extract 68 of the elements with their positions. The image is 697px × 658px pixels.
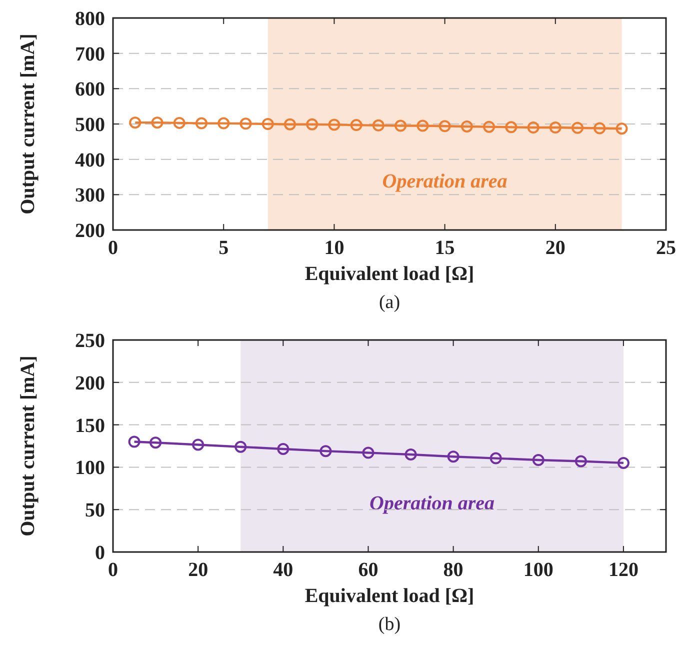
point (284, 118, 296, 130)
point (574, 455, 587, 468)
x-tick-label: 20 (545, 237, 566, 259)
y-tick-label: 50 (85, 500, 105, 522)
point (572, 122, 584, 134)
y-tick-label: 150 (75, 414, 105, 437)
point (594, 122, 606, 134)
point (151, 116, 164, 129)
x-axis-title: Equivalent load [Ω] (304, 585, 474, 607)
y-tick-label: 800 (75, 8, 105, 30)
x-tick-label: 15 (434, 237, 455, 259)
y-tick-label: 0 (95, 542, 105, 564)
point (173, 116, 186, 129)
text: (a) (378, 292, 400, 313)
point (532, 454, 544, 466)
point (218, 117, 230, 130)
point (460, 120, 473, 132)
x-tick-label: 25 (656, 237, 676, 259)
point (490, 452, 502, 464)
x-axis-title: Equivalent load [Ω] (304, 263, 474, 285)
point (616, 122, 628, 135)
x-tick-label: 120 (608, 559, 638, 581)
y-axis-title: Output current [mA] (17, 34, 39, 214)
point (483, 120, 496, 133)
point (438, 120, 451, 132)
y-tick-label: 600 (75, 78, 105, 101)
point (617, 456, 630, 469)
point (240, 118, 252, 130)
x-tick-label: 5 (218, 237, 229, 259)
point (328, 118, 340, 131)
point (277, 442, 290, 455)
band-label: Operation area (382, 170, 508, 193)
point (447, 450, 460, 463)
point (129, 116, 142, 129)
point (320, 445, 332, 458)
point (306, 118, 318, 130)
y-tick-label: 700 (75, 43, 105, 66)
x-tick-label: 60 (358, 559, 378, 581)
point (549, 122, 562, 134)
y-tick-label: 500 (75, 114, 105, 136)
point (195, 117, 208, 130)
point (128, 436, 140, 448)
y-tick-label: 300 (75, 184, 105, 207)
point (505, 121, 518, 134)
y-tick-label: 200 (75, 220, 105, 242)
point (394, 120, 407, 132)
y-tick-label: 250 (75, 330, 105, 352)
x-tick-label: 10 (324, 237, 344, 259)
y-tick-label: 200 (75, 372, 105, 394)
band-label: Operation area (370, 492, 495, 515)
y-tick-label: 100 (75, 457, 105, 480)
point (150, 436, 162, 449)
text: (b) (378, 614, 401, 635)
point (262, 118, 274, 130)
x-tick-label: 100 (523, 559, 554, 581)
point (404, 448, 417, 460)
point (350, 119, 362, 132)
x-tick-label: 20 (188, 559, 208, 581)
y-axis-title: Output current [mA] (17, 356, 39, 536)
point (362, 446, 374, 459)
point (416, 120, 429, 132)
y-tick-label: 400 (75, 149, 105, 172)
point (234, 440, 247, 453)
x-tick-label: 40 (273, 559, 294, 581)
point (192, 438, 204, 451)
x-tick-label: 80 (443, 559, 464, 581)
point (372, 119, 384, 132)
point (527, 122, 540, 134)
